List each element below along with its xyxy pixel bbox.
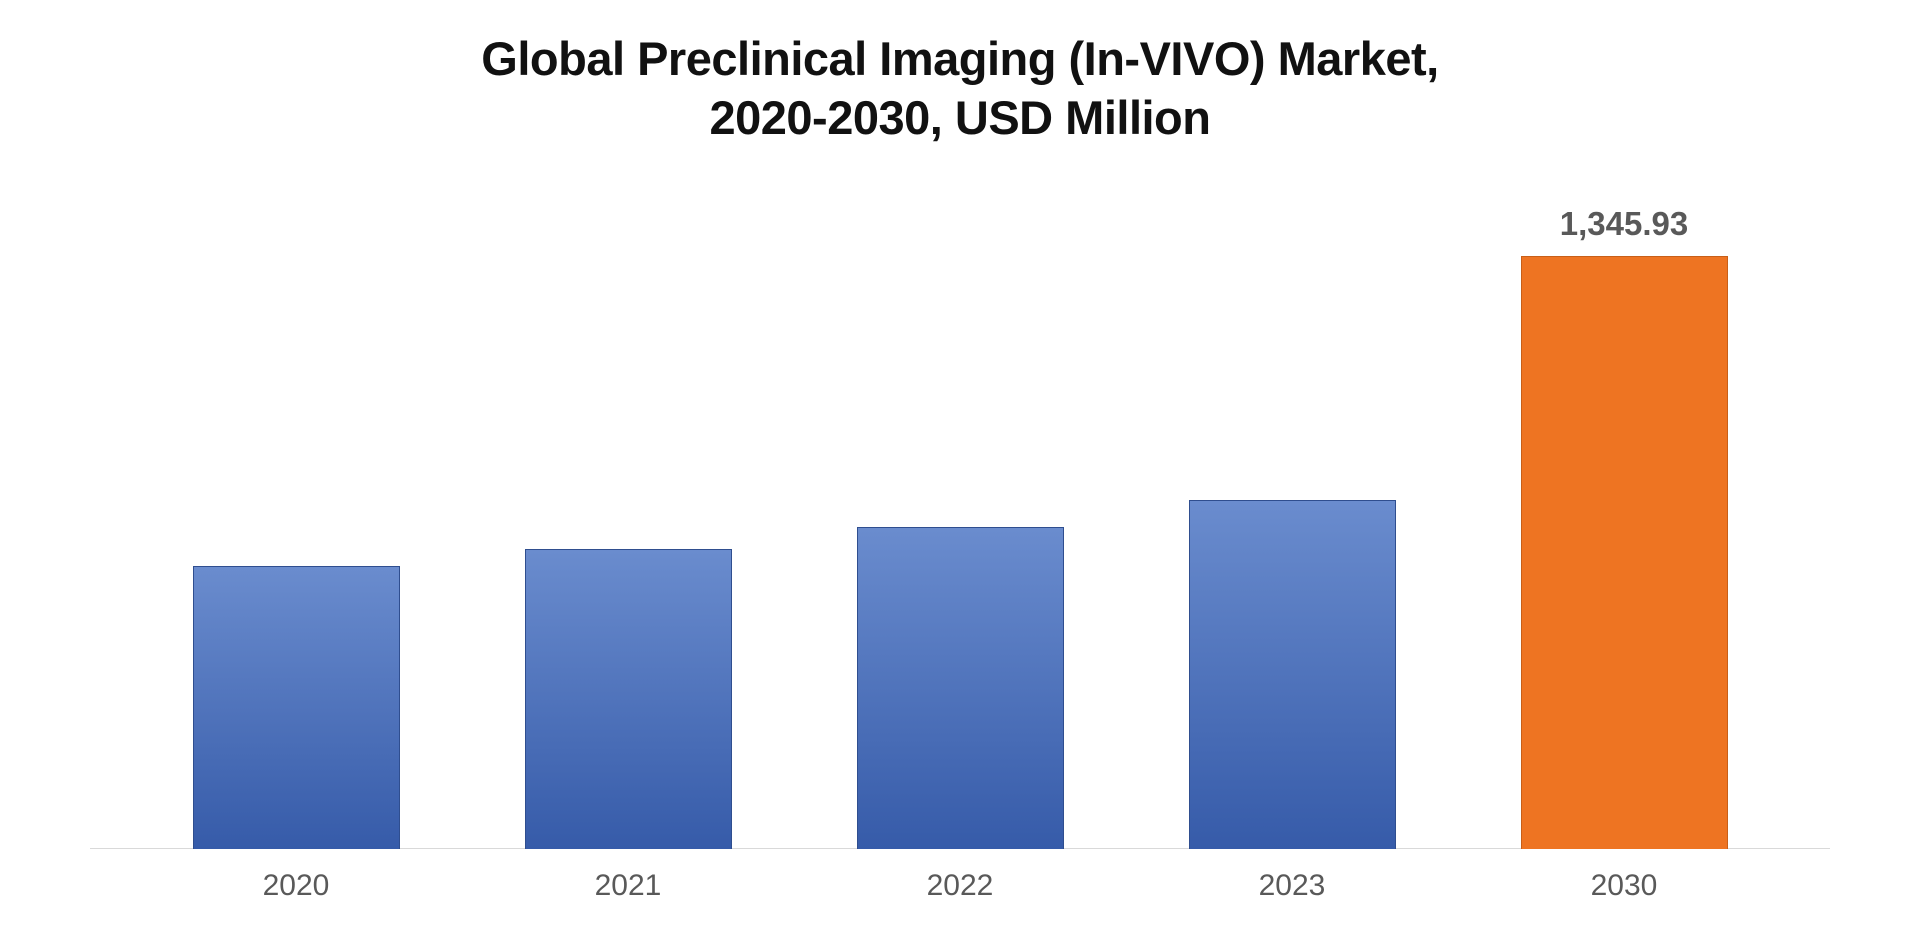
x-tick-label: 2021 xyxy=(526,869,731,903)
bar xyxy=(1189,500,1396,849)
bar xyxy=(525,549,732,849)
bar-slot xyxy=(194,158,399,850)
plot-area: 1,345.93 xyxy=(90,158,1830,850)
bar-chart: Global Preclinical Imaging (In-VIVO) Mar… xyxy=(0,0,1920,943)
bar-value-label: 1,345.93 xyxy=(1522,205,1727,243)
bar xyxy=(1521,256,1728,849)
bar-slot xyxy=(858,158,1063,850)
x-tick-label: 2022 xyxy=(858,869,1063,903)
chart-title-line1: Global Preclinical Imaging (In-VIVO) Mar… xyxy=(90,30,1830,89)
bar-slot: 1,345.93 xyxy=(1522,158,1727,850)
chart-title: Global Preclinical Imaging (In-VIVO) Mar… xyxy=(90,30,1830,148)
x-tick-label: 2030 xyxy=(1522,869,1727,903)
bar-slot xyxy=(1190,158,1395,850)
chart-title-line2: 2020-2030, USD Million xyxy=(90,89,1830,148)
x-axis: 2020 2021 2022 2023 2030 xyxy=(90,849,1830,903)
bar xyxy=(193,566,400,849)
x-tick-label: 2023 xyxy=(1190,869,1395,903)
bar xyxy=(857,527,1064,849)
bar-slot xyxy=(526,158,731,850)
x-tick-label: 2020 xyxy=(194,869,399,903)
